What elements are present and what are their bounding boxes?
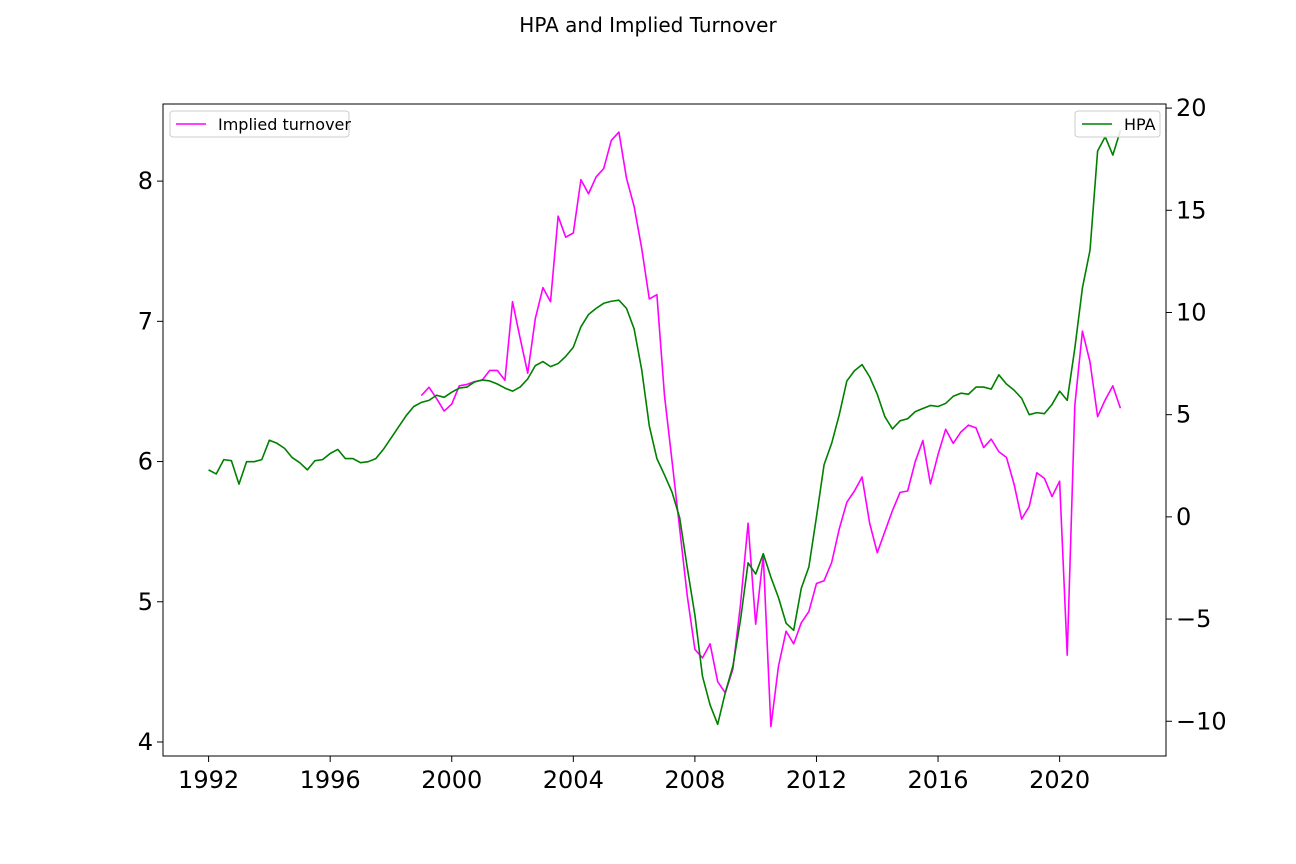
x-tick-label: 2016 — [908, 766, 969, 794]
legend-hpa: HPA — [1074, 110, 1161, 138]
y-axis-left: 4 5 6 7 8 — [138, 167, 163, 756]
x-tick-label: 1996 — [300, 766, 361, 794]
x-tick-label: 2004 — [543, 766, 604, 794]
legend-box-right — [1074, 110, 1161, 138]
y-left-tick-label: 4 — [138, 728, 153, 756]
y-left-tick-label: 7 — [138, 307, 153, 335]
x-tick-label: 2008 — [664, 766, 725, 794]
y-right-tick-label: 10 — [1176, 298, 1207, 326]
y-left-tick-label: 8 — [138, 167, 153, 195]
series-layer — [208, 130, 1122, 728]
y-right-tick-label: 5 — [1176, 401, 1191, 429]
y-right-tick-label: −10 — [1176, 707, 1227, 735]
chart-title: HPA and Implied Turnover — [519, 13, 777, 37]
legend-label-hpa: HPA — [1124, 115, 1156, 134]
y-right-tick-label: 15 — [1176, 196, 1207, 224]
y-left-tick-label: 6 — [138, 448, 153, 476]
y-axis-right: −10 −5 0 5 10 15 20 — [1166, 94, 1227, 735]
x-tick-label: 2000 — [421, 766, 482, 794]
x-tick-label: 2020 — [1029, 766, 1090, 794]
y-right-tick-label: 20 — [1176, 94, 1207, 122]
legend-box-left — [169, 110, 350, 138]
legend-implied-turnover: Implied turnover — [169, 110, 351, 138]
y-right-tick-label: 0 — [1176, 503, 1191, 531]
plot-area-frame — [162, 103, 1167, 757]
x-axis: 1992 1996 2000 2004 2008 2012 2016 2020 — [178, 756, 1090, 794]
x-tick-label: 2012 — [786, 766, 847, 794]
series-line-implied-turnover — [420, 131, 1122, 728]
series-line-hpa — [208, 130, 1122, 726]
y-left-tick-label: 5 — [138, 588, 153, 616]
legend-label-implied-turnover: Implied turnover — [218, 115, 351, 134]
y-right-tick-label: −5 — [1176, 605, 1211, 633]
x-tick-label: 1992 — [178, 766, 239, 794]
